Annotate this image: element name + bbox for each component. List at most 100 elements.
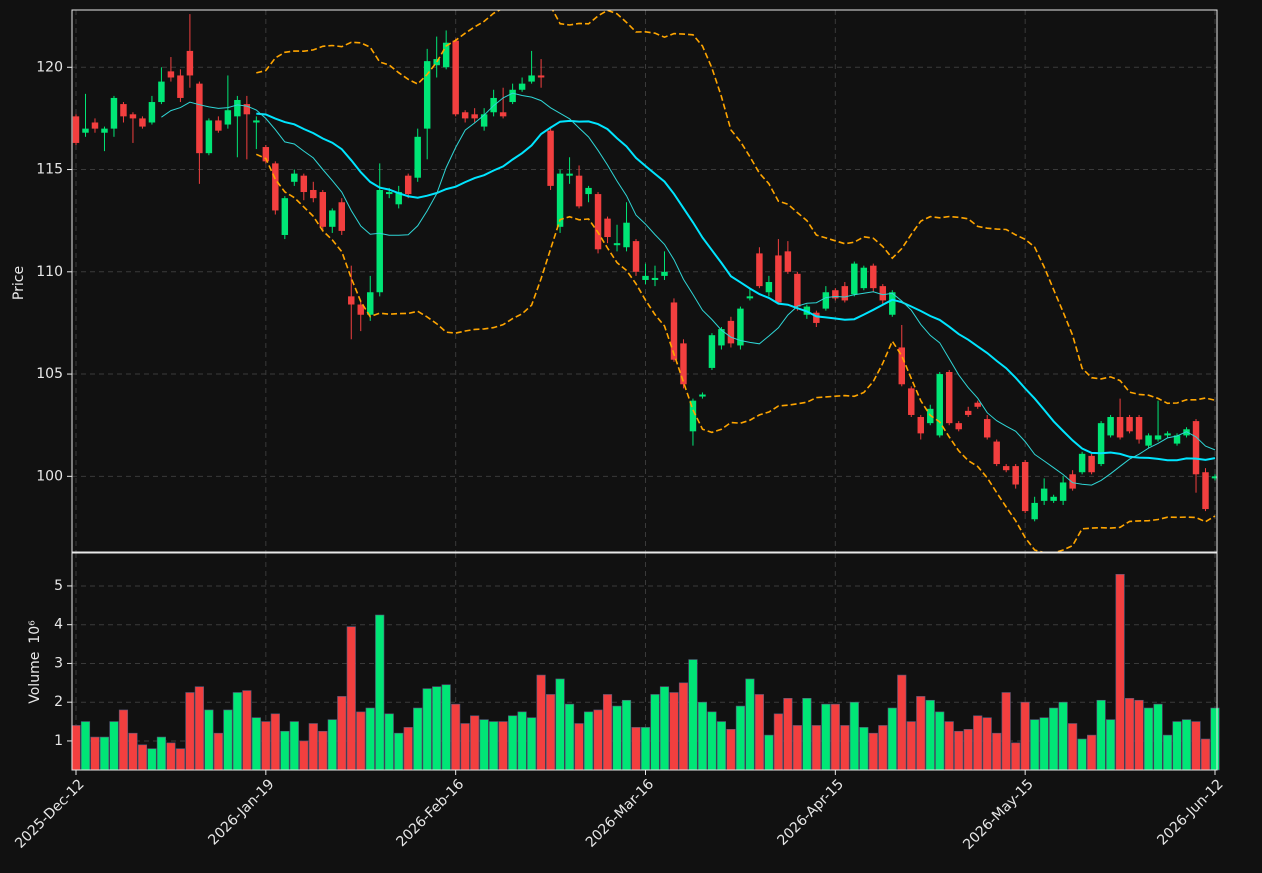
candle-body — [1154, 435, 1162, 440]
volume-bar — [1106, 719, 1116, 771]
volume-bar — [802, 698, 812, 771]
volume-bar — [688, 659, 698, 771]
y-tick-label: 5 — [54, 578, 63, 594]
candle-body — [101, 128, 108, 133]
candle-body — [72, 116, 80, 143]
volume-bar — [185, 692, 195, 771]
volume-bar — [840, 725, 850, 771]
candle-body — [974, 402, 981, 407]
x-tick-label: 2025-Dec-12 — [12, 776, 87, 851]
volume-bar — [1077, 738, 1087, 771]
candle-body — [91, 122, 99, 129]
candle-body — [1040, 488, 1048, 501]
volume-bar — [1058, 701, 1068, 771]
candle-body — [1021, 462, 1029, 512]
candle-body — [585, 187, 592, 195]
volume-bar — [602, 694, 613, 771]
candle-body — [110, 97, 118, 129]
volume-bar — [1143, 707, 1154, 771]
candle-body — [120, 104, 127, 117]
volume-bar — [546, 694, 556, 771]
volume-bar — [251, 717, 261, 771]
candle-body — [566, 173, 573, 176]
candle-body — [461, 112, 469, 119]
candle-body — [604, 218, 611, 238]
candle-body — [423, 61, 431, 129]
candle-body — [623, 222, 630, 248]
volume-bar — [1011, 742, 1021, 771]
candle-body — [1059, 482, 1067, 501]
candle-body — [556, 173, 564, 227]
volume-bar — [80, 721, 91, 771]
candle-body — [348, 296, 355, 305]
candle-body — [898, 347, 906, 385]
candle-body — [158, 81, 165, 103]
volume-bar — [773, 713, 783, 771]
candle-body — [376, 189, 383, 293]
moving-average — [161, 92, 1216, 486]
volume-bar — [1049, 707, 1059, 771]
volume-bar — [1001, 692, 1011, 771]
candle-body — [272, 163, 279, 211]
y-tick-label: 110 — [36, 264, 63, 280]
candle-body — [281, 198, 289, 235]
candle-body — [718, 329, 725, 346]
candle-body — [319, 192, 327, 227]
y-tick-label: 1 — [54, 733, 63, 749]
volume-bar — [678, 682, 689, 771]
candle-body — [1164, 433, 1171, 436]
volume-bar — [403, 727, 413, 771]
volume-bar — [612, 705, 622, 771]
candle-body — [699, 394, 706, 397]
candle-body — [1126, 417, 1133, 432]
candle-body — [908, 388, 915, 415]
volume-bar — [897, 674, 907, 771]
candle-body — [1012, 466, 1019, 485]
volume-bar — [90, 736, 100, 771]
volume-bar — [232, 692, 242, 771]
candle-body — [841, 286, 849, 301]
candle-body — [746, 296, 754, 299]
price-frame — [71, 9, 1218, 553]
volume-bar — [811, 725, 821, 771]
candle-body — [955, 423, 962, 430]
volume-bar — [564, 703, 575, 771]
volume-bar — [213, 732, 223, 771]
candle-body — [499, 112, 507, 117]
y-tick-label: 120 — [36, 59, 63, 75]
volume-bar — [327, 719, 337, 771]
candle-body — [205, 120, 213, 154]
volume-bar — [394, 732, 404, 771]
candle-body — [1135, 417, 1143, 440]
candle-body — [518, 83, 526, 90]
volume-bar — [935, 711, 945, 771]
volume-axis-label: Volume 10⁶ — [27, 620, 43, 704]
candle-body — [651, 277, 659, 280]
candles — [72, 10, 1217, 552]
candle-body — [870, 265, 877, 289]
volume-bar — [527, 717, 537, 771]
volume-bar — [1068, 723, 1078, 771]
volume-bar — [954, 730, 964, 771]
candle-body — [613, 243, 621, 246]
volume-bar — [128, 732, 138, 771]
volume-bar — [659, 686, 670, 771]
candle-body — [680, 343, 687, 385]
volume-bar — [270, 713, 280, 771]
volume-bar — [517, 711, 527, 771]
volume-bar — [261, 721, 271, 771]
candle-body — [917, 417, 924, 434]
candle-body — [433, 59, 440, 66]
volume-bar — [859, 727, 869, 771]
volume-bar — [71, 725, 81, 771]
volume-bar — [992, 732, 1002, 771]
volume-bar — [1020, 701, 1030, 771]
candle-body — [822, 292, 830, 309]
volume-bar — [1162, 734, 1173, 771]
candle-body — [310, 189, 317, 199]
candle-body — [537, 75, 545, 78]
volume-bar — [783, 698, 793, 771]
volume-bar — [982, 717, 992, 771]
volume-bar — [1087, 734, 1097, 771]
